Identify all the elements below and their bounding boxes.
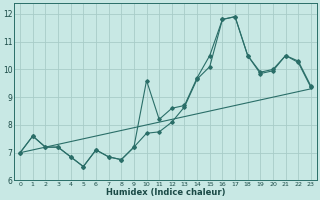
X-axis label: Humidex (Indice chaleur): Humidex (Indice chaleur) xyxy=(106,188,225,197)
